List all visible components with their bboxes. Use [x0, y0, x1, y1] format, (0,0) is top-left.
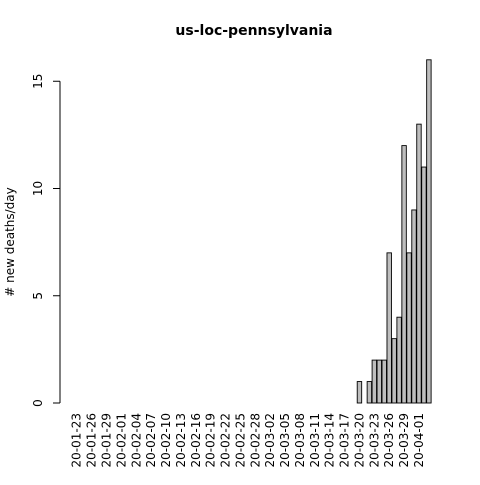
x-tick-label: 20-03-02	[263, 413, 277, 467]
x-tick-label: 20-03-08	[293, 413, 307, 467]
bar-20-03-29	[401, 145, 407, 404]
y-tick-label: 0	[31, 399, 45, 407]
bar-20-04-01	[416, 123, 422, 404]
x-tick-label: 20-02-07	[144, 413, 158, 467]
bar-20-03-25	[381, 359, 387, 404]
x-tick-label: 20-03-26	[382, 413, 396, 467]
y-tick-label: 5	[31, 292, 45, 300]
x-tick-label: 20-02-04	[129, 413, 143, 467]
x-tick-label: 20-01-26	[85, 413, 99, 467]
bar-20-03-27	[391, 338, 397, 404]
bar-20-03-30	[406, 252, 412, 404]
bar-20-03-22	[366, 381, 373, 404]
x-tick-label: 20-03-20	[352, 413, 366, 467]
x-tick-label: 20-03-14	[323, 413, 337, 467]
x-tick-label: 20-02-16	[189, 413, 203, 467]
y-tick-label: 10	[31, 181, 45, 196]
x-tick-label: 20-02-10	[159, 413, 173, 467]
bar-20-03-24	[376, 359, 382, 404]
x-axis-tick-labels: 20-01-23 20-01-26 20-01-29 20-02-01 20-02-04…	[70, 413, 426, 467]
bar-20-03-31	[411, 209, 417, 404]
x-tick-label: 20-02-28	[248, 413, 262, 467]
x-tick-label: 20-02-01	[114, 413, 128, 467]
x-tick-label: 20-03-29	[397, 413, 411, 467]
chart-title: us-loc-pennsylvania	[175, 23, 332, 39]
bar-20-04-02	[421, 166, 427, 404]
bar-20-03-23	[371, 359, 378, 404]
x-tick-label: 20-03-23	[367, 413, 381, 467]
y-tick-label: 15	[31, 74, 45, 89]
x-tick-label: 20-03-05	[278, 413, 292, 467]
x-tick-label: 20-01-29	[99, 413, 113, 467]
y-axis-label: # new deaths/day	[3, 187, 17, 297]
x-tick-label: 20-02-13	[174, 413, 188, 467]
y-axis: 0 5 10 15	[31, 74, 61, 407]
bar-20-03-28	[396, 316, 402, 404]
bar-20-03-26	[386, 252, 392, 404]
x-tick-label: 20-02-25	[233, 413, 247, 467]
bar-20-04-03	[426, 59, 432, 404]
x-tick-label: 20-02-22	[219, 413, 233, 467]
x-tick-label: 20-04-01	[412, 413, 426, 467]
bar-20-03-20	[356, 381, 363, 404]
x-tick-label: 20-03-17	[338, 413, 352, 467]
x-tick-label: 20-02-19	[204, 413, 218, 467]
bar-series	[356, 59, 432, 404]
x-tick-label: 20-01-23	[70, 413, 84, 467]
x-tick-label: 20-03-11	[308, 413, 322, 467]
